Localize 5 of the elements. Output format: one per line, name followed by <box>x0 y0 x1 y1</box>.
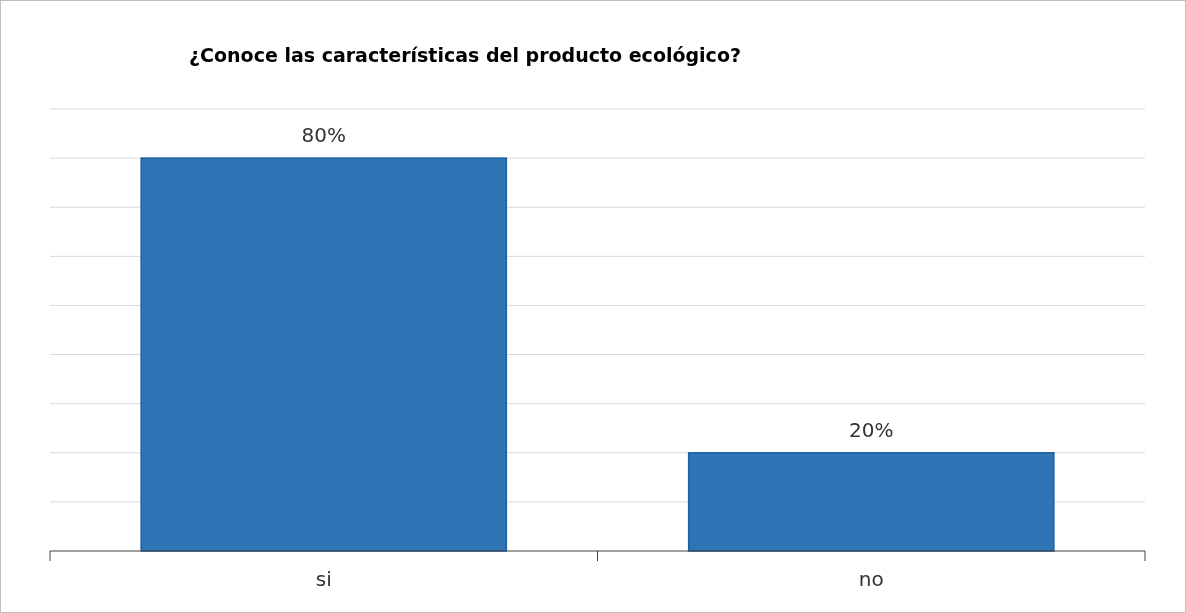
data-label: 20% <box>849 417 894 442</box>
data-label: 80% <box>301 123 346 148</box>
x-tick-label: si <box>315 567 332 591</box>
chart-title: ¿Conoce las características del producto ecológico? <box>189 44 741 66</box>
x-tick-label: no <box>858 567 884 591</box>
